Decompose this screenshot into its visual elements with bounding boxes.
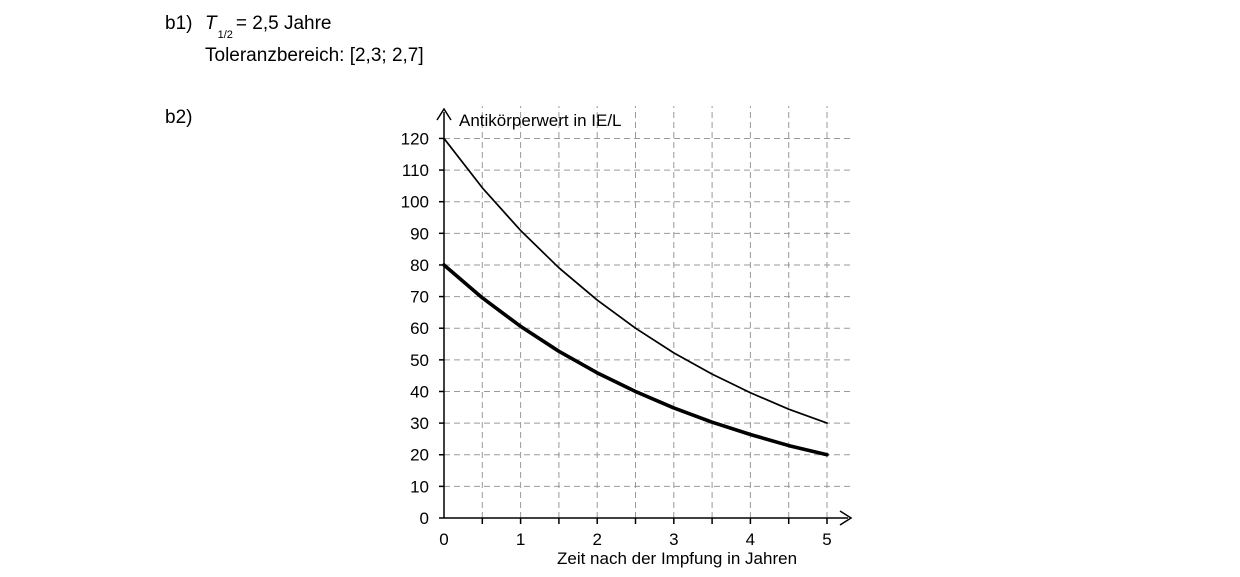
half-life-equation: T1/2= 2,5 Jahre [205,13,332,41]
part-b2-label: b2) [165,107,193,128]
y-tick-label: 80 [410,256,429,275]
x-tick-label: 4 [746,530,755,549]
y-tick-label: 40 [410,382,429,401]
y-tick-label: 70 [410,288,429,307]
x-tick-label: 3 [669,530,678,549]
y-tick-label: 20 [410,446,429,465]
y-tick-label: 120 [401,129,429,148]
half-life-subscript: 1/2 [217,29,233,41]
x-axis-arrow [839,510,853,526]
y-tick-label: 30 [410,414,429,433]
x-tick-label: 2 [592,530,601,549]
tolerance-range: Toleranzbereich: [2,3; 2,7] [205,45,424,66]
y-tick-label: 50 [410,351,429,370]
y-tick-label: 110 [402,161,429,180]
x-axis-label: Zeit nach der Impfung in Jahren [557,549,797,568]
half-life-symbol: T [205,13,217,34]
series-line-thick [442,263,829,457]
x-tick-label: 1 [516,530,525,549]
tick-labels: 0 10 20 30 40 50 60 70 80 90 100 110 120 0 1 2 3 4 5 [401,129,832,549]
part-b1-label: b1) [165,13,193,34]
half-life-value: = 2,5 Jahre [235,13,332,34]
x-tick-label: 0 [439,530,448,549]
x-tick-label: 5 [822,530,831,549]
y-tick-label: 10 [410,477,429,496]
y-tick-label: 0 [420,509,429,528]
y-tick-label: 60 [410,319,429,338]
y-tick-label: 100 [401,193,429,212]
y-tick-label: 90 [410,224,429,243]
y-axis-label: Antikörperwert in IE/L [459,111,622,130]
y-axis-arrow [436,107,452,121]
series-line-thin [443,137,828,424]
grid [444,106,853,518]
series [442,137,829,457]
